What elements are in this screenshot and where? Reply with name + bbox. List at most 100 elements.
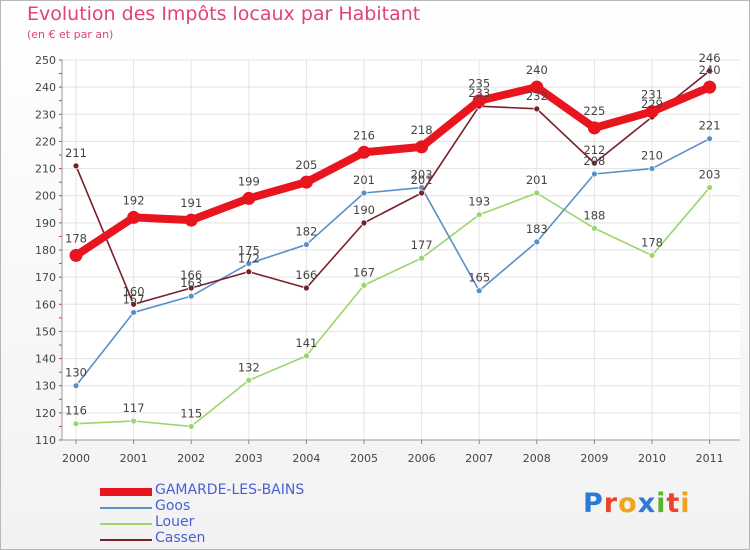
data-label: 141 <box>295 336 317 350</box>
y-tick-label: 130 <box>35 380 56 393</box>
data-label: 246 <box>699 51 721 65</box>
y-tick-label: 230 <box>35 108 56 121</box>
data-point <box>530 80 544 94</box>
y-tick-label: 250 <box>35 54 56 67</box>
data-label: 210 <box>641 149 663 163</box>
data-point <box>360 219 368 227</box>
y-tick-label: 170 <box>35 271 56 284</box>
x-tick-label: 2006 <box>408 452 436 465</box>
data-point <box>360 281 368 289</box>
data-label: 225 <box>583 104 605 118</box>
data-label: 116 <box>65 404 87 418</box>
data-point <box>475 211 483 219</box>
x-tick-label: 2000 <box>62 452 90 465</box>
data-point <box>245 376 253 384</box>
legend-swatch <box>100 523 152 525</box>
data-point <box>648 252 656 259</box>
data-point <box>127 210 141 224</box>
data-label: 160 <box>123 284 145 298</box>
data-point <box>72 420 80 428</box>
data-point <box>533 238 541 246</box>
data-point <box>245 260 253 267</box>
data-point <box>299 175 313 189</box>
logo-letter: x <box>637 488 657 519</box>
legend-item: Louer <box>100 514 420 532</box>
data-point <box>418 254 426 262</box>
data-point <box>72 382 80 390</box>
proxiti-logo: Proxiti <box>583 488 691 519</box>
y-tick-label: 200 <box>35 190 56 203</box>
data-point <box>302 284 310 292</box>
data-label: 216 <box>353 128 375 142</box>
data-point <box>706 184 713 191</box>
y-tick-label: 180 <box>35 244 56 257</box>
data-label: 240 <box>699 63 721 77</box>
chart-subtitle: (en € et par an) <box>27 28 114 41</box>
data-label: 218 <box>411 123 433 137</box>
data-label: 201 <box>353 173 375 187</box>
x-tick-label: 2005 <box>350 452 378 465</box>
data-label: 117 <box>123 401 145 415</box>
legend-item: GAMARDE-LES-BAINS <box>100 482 420 500</box>
series-line-gamarde-les-bains <box>72 83 714 260</box>
data-point <box>591 170 598 178</box>
y-tick-label: 190 <box>35 217 56 230</box>
data-point <box>472 94 486 108</box>
legend-swatch <box>100 488 152 496</box>
data-label: 221 <box>699 119 721 133</box>
data-point <box>706 67 713 75</box>
legend-label: GAMARDE-LES-BAINS <box>155 482 305 498</box>
logo-letter: r <box>603 488 619 519</box>
legend-label: Cassen <box>155 530 206 546</box>
data-point <box>357 145 371 159</box>
x-tick-label: 2011 <box>696 452 724 465</box>
data-point <box>591 159 598 167</box>
y-tick-label: 140 <box>35 353 56 366</box>
legend-swatch <box>100 507 152 509</box>
x-tick-label: 2009 <box>580 452 608 465</box>
data-point <box>533 105 541 113</box>
x-tick-label: 2007 <box>465 452 493 465</box>
legend-label: Louer <box>155 514 195 530</box>
data-label: 132 <box>238 360 260 374</box>
data-label: 165 <box>468 271 490 285</box>
data-label: 178 <box>65 231 87 245</box>
series-line-goos <box>75 137 711 387</box>
legend-swatch <box>100 539 152 541</box>
legend-label: Goos <box>155 498 191 514</box>
data-label: 115 <box>180 406 202 420</box>
data-label: 175 <box>238 244 260 258</box>
data-point <box>360 189 368 197</box>
data-label: 201 <box>411 173 433 187</box>
data-point <box>184 213 198 227</box>
data-point <box>245 268 253 276</box>
y-tick-label: 120 <box>35 407 56 420</box>
data-point <box>130 300 138 308</box>
data-label: 191 <box>180 196 202 210</box>
data-label: 240 <box>526 63 548 77</box>
data-label: 231 <box>641 88 663 102</box>
data-point <box>302 352 310 360</box>
data-point <box>242 191 256 205</box>
data-point <box>418 189 426 197</box>
data-label: 130 <box>65 366 87 380</box>
data-label: 208 <box>583 154 605 168</box>
y-tick-label: 220 <box>35 135 56 148</box>
y-tick-label: 160 <box>35 298 56 311</box>
x-tick-label: 2003 <box>235 452 263 465</box>
data-label: 205 <box>295 158 317 172</box>
data-label: 193 <box>468 195 490 209</box>
data-point <box>130 309 138 316</box>
data-label: 188 <box>583 208 605 222</box>
x-tick-label: 2002 <box>177 452 205 465</box>
data-label: 182 <box>295 225 317 239</box>
logo-letter: o <box>618 488 638 519</box>
data-label: 166 <box>180 268 202 282</box>
legend-item: Goos <box>100 498 420 516</box>
data-label: 212 <box>583 143 605 157</box>
data-point <box>591 224 598 232</box>
data-point <box>187 423 195 430</box>
x-tick-label: 2008 <box>523 452 551 465</box>
logo-letter: i <box>680 488 691 519</box>
